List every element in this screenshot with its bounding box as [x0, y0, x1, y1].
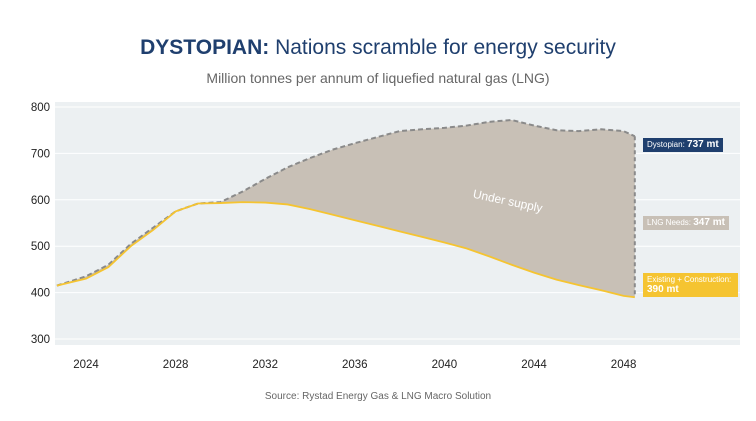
title-bold: DYSTOPIAN: [140, 36, 270, 59]
label-existing: Existing + Construction: 390 mt [643, 273, 738, 297]
chart-title: DYSTOPIAN: Nations scramble for energy s… [0, 36, 756, 60]
label-dystopian-value: 737 mt [687, 139, 719, 150]
x-tick-label: 2036 [342, 359, 368, 371]
y-tick-label: 500 [31, 241, 50, 253]
label-existing-prefix: Existing + Construction: [647, 275, 732, 284]
x-tick-label: 2040 [432, 359, 458, 371]
label-dystopian: Dystopian: 737 mt [643, 138, 723, 152]
label-lng-needs-value: 347 mt [693, 217, 725, 228]
x-tick-label: 2032 [252, 359, 278, 371]
title-rest: Nations scramble for energy security [269, 36, 616, 59]
source-note: Source: Rystad Energy Gas & LNG Macro So… [264, 391, 492, 402]
label-existing-value: 390 mt [647, 284, 679, 295]
y-tick-label: 700 [31, 148, 50, 160]
under-supply-area [56, 119, 635, 298]
x-tick-label: 2028 [163, 359, 189, 371]
y-tick-label: 300 [31, 334, 50, 346]
label-dystopian-prefix: Dystopian: [647, 140, 688, 149]
x-tick-label: 2024 [73, 359, 99, 371]
label-lng-needs: LNG Needs: 347 mt [643, 216, 729, 230]
x-tick-label: 2048 [611, 359, 637, 371]
y-tick-label: 600 [31, 195, 50, 207]
x-tick-label: 2044 [521, 359, 547, 371]
y-tick-label: 400 [31, 288, 50, 300]
y-tick-label: 800 [31, 102, 50, 114]
existing-construction-line [56, 201, 635, 299]
label-lng-needs-prefix: LNG Needs: [647, 218, 694, 227]
dystopian-demand-line [56, 118, 636, 287]
chart-subtitle: Million tonnes per annum of liquefied na… [206, 70, 550, 86]
